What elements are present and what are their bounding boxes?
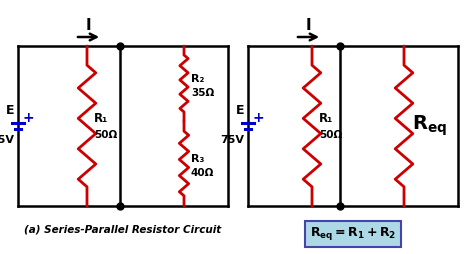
Text: E: E: [6, 104, 14, 118]
Text: +: +: [23, 111, 35, 125]
Text: I: I: [306, 18, 311, 33]
Text: E: E: [236, 104, 244, 118]
Text: R₁: R₁: [94, 112, 108, 124]
Text: R₃: R₃: [191, 153, 204, 164]
Text: +: +: [253, 111, 264, 125]
Text: 40Ω: 40Ω: [191, 167, 214, 178]
Text: R₁: R₁: [319, 112, 333, 124]
Text: 75V: 75V: [0, 135, 14, 145]
Text: I: I: [86, 18, 91, 33]
Text: 35Ω: 35Ω: [191, 87, 214, 98]
Text: R₂: R₂: [191, 73, 204, 84]
Text: 50Ω: 50Ω: [319, 130, 342, 140]
Text: 75V: 75V: [220, 135, 244, 145]
Text: (a) Series-Parallel Resistor Circuit: (a) Series-Parallel Resistor Circuit: [24, 224, 222, 234]
Text: 50Ω: 50Ω: [94, 130, 117, 140]
Text: $\mathbf{R_{eq}=R_1+R_2}$: $\mathbf{R_{eq}=R_1+R_2}$: [310, 226, 396, 243]
Text: $\mathbf{R_{eq}}$: $\mathbf{R_{eq}}$: [412, 114, 447, 138]
